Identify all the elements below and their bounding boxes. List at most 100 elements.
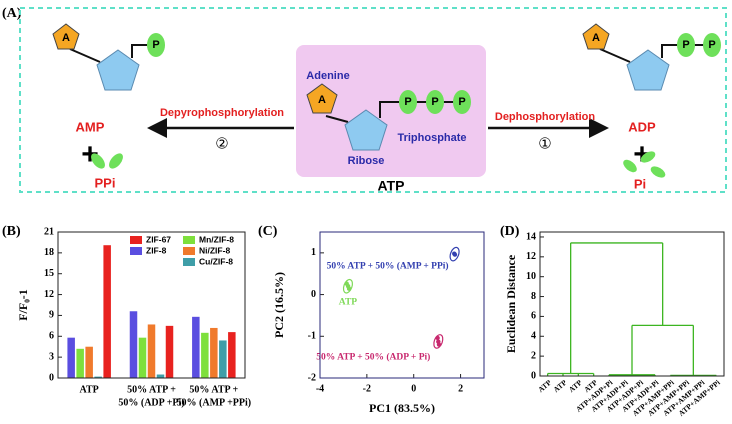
bond (69, 48, 101, 63)
bar (147, 324, 156, 378)
pi-label: Pi (634, 176, 646, 191)
y-tick-label: 2 (531, 350, 536, 361)
y-tick-label: 12 (44, 289, 54, 300)
legend-swatch (183, 247, 195, 255)
y-axis-label: PC2 (16.5%) (272, 272, 286, 338)
bar (129, 311, 138, 378)
y-tick-label: 6 (49, 331, 54, 342)
bond (661, 44, 677, 58)
adenine (582, 23, 610, 50)
y-tick-label: -2 (308, 372, 316, 383)
y-tick-label: 3 (49, 351, 54, 362)
legend-label: ZIF-67 (146, 234, 171, 244)
y-tick-label: 10 (526, 271, 536, 282)
adenine-label: Adenine (306, 70, 349, 82)
y-tick-label: 8 (531, 291, 536, 302)
x-tick-label: -2 (363, 383, 371, 394)
y-axis-label: Euclidean Distance (504, 254, 518, 353)
legend-label: Cu/ZIF-8 (199, 256, 233, 266)
ribose (344, 109, 388, 151)
plot-frame (539, 231, 725, 377)
legend-swatch (130, 247, 142, 255)
legend-swatch (183, 236, 195, 244)
phosphate (147, 33, 165, 57)
bar (165, 325, 174, 378)
legend-swatch (183, 258, 195, 266)
y-tick-label: 14 (526, 231, 536, 242)
point (452, 252, 458, 257)
adenine-symbol: A (62, 32, 70, 44)
series-label: ATP (339, 297, 357, 307)
adp-label: ADP (628, 119, 656, 134)
panel-label: (C) (258, 224, 278, 239)
bar (201, 332, 209, 378)
legend-swatch (130, 236, 142, 244)
plot-frame (57, 231, 246, 379)
bar (138, 337, 147, 378)
bar (85, 346, 93, 378)
plus: + (633, 138, 651, 171)
ppi-shape (91, 153, 105, 169)
bond (599, 48, 631, 63)
leaf-label: ATP (567, 378, 584, 394)
y-tick-label: 0 (531, 370, 536, 381)
bond (131, 44, 147, 58)
phosphate (703, 33, 721, 57)
reaction-label: Dephosphorylation (495, 111, 596, 123)
phosphate (399, 90, 417, 114)
plot-frame (319, 231, 485, 379)
x-tick-label: 50% (AMP +PPi) (177, 397, 252, 408)
bar (228, 332, 236, 378)
legend-label: ZIF-8 (146, 245, 167, 255)
y-tick-label: 21 (44, 226, 54, 237)
series-label: 50% ATP + 50% (AMP + PPi) (327, 260, 449, 271)
y-tick-label: 15 (44, 268, 54, 279)
y-tick-label: -1 (308, 331, 316, 342)
atp-label: ATP (378, 178, 405, 194)
x-tick-label: 2 (458, 383, 463, 394)
amp-label: AMP (76, 119, 105, 134)
y-tick-label: 4 (531, 331, 536, 342)
phosphate (426, 90, 444, 114)
bar (192, 316, 200, 378)
legend-label: Ni/ZIF-8 (199, 245, 230, 255)
bar (76, 348, 84, 378)
panel-a: (A) A P AMP + PPi Depyrophosphorylation … (2, 6, 727, 194)
panel-label: (B) (2, 224, 21, 239)
bar (67, 337, 75, 378)
bond (379, 101, 399, 118)
ppi-shape (109, 153, 123, 169)
leaf-label: ATP (536, 378, 553, 394)
y-tick-label: 0 (49, 372, 54, 383)
adenine (306, 83, 338, 114)
phosphate-symbol: P (458, 96, 465, 108)
x-tick-label: 50% ATP + (189, 384, 238, 395)
step-label: ② (215, 136, 228, 152)
phosphate-symbol: P (431, 96, 438, 108)
panel-label: (D) (500, 224, 520, 239)
phosphate (677, 33, 695, 57)
confidence-ellipse (433, 334, 444, 349)
x-tick-label: 50% (ADP +Pi) (118, 397, 184, 408)
confidence-ellipse (342, 278, 354, 294)
phosphate-symbol: P (152, 39, 159, 51)
phosphate-symbol: P (682, 39, 689, 51)
adenine-symbol: A (318, 94, 326, 106)
ribose-label: Ribose (348, 155, 385, 167)
pi-shape (640, 151, 656, 163)
confidence-ellipse (449, 246, 460, 262)
bond (325, 115, 349, 123)
x-tick-label: -4 (316, 383, 324, 394)
bar (210, 327, 218, 378)
adenine-symbol: A (592, 32, 600, 44)
ppi-label: PPi (95, 175, 116, 190)
y-tick-label: 12 (526, 251, 536, 262)
atp-box (296, 45, 486, 177)
phosphate-symbol: P (708, 39, 715, 51)
reaction-label: Depyrophosphorylation (160, 107, 284, 119)
x-tick-label: ATP (80, 384, 99, 395)
phosphate-symbol: P (404, 96, 411, 108)
legend-label: Mn/ZIF-8 (199, 234, 234, 244)
x-tick-label: 0 (411, 383, 416, 394)
